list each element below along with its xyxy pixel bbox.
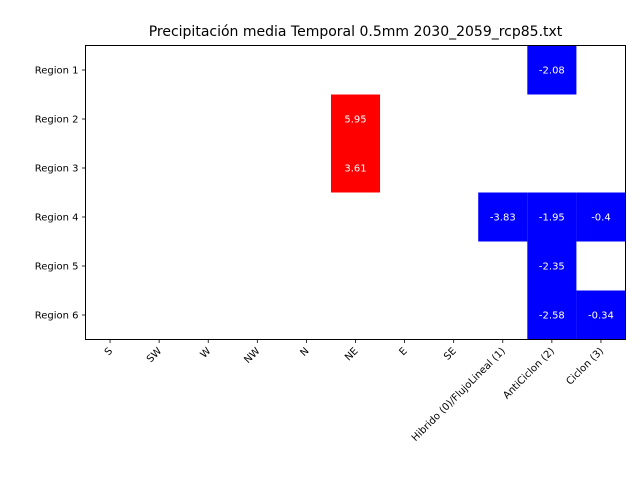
x-tick-label: SE (442, 346, 459, 363)
x-tick-label: NW (242, 346, 262, 366)
heatmap-cells (330, 45, 626, 340)
cell-value-label: -2.35 (539, 262, 565, 273)
x-tick-label: E (397, 346, 409, 358)
heatmap-cell (527, 241, 577, 291)
chart-title: Precipitación media Temporal 0.5mm 2030_… (149, 24, 563, 40)
y-tick-label: Region 3 (35, 164, 79, 175)
heatmap-cell (527, 45, 577, 95)
heatmap-cell (330, 94, 381, 144)
y-tick-label: Region 4 (35, 213, 79, 224)
y-tick-label: Region 6 (35, 311, 79, 322)
x-tick-label: S (103, 346, 115, 358)
heatmap-cell (478, 192, 528, 242)
heatmap-cell-labels: -2.08 5.95 3.61 -3.83 -1.95 -0.4 -2.35 -2.58 -0.… (344, 66, 614, 322)
x-tick-label: Ciclon (3) (564, 346, 606, 388)
y-tick-label: Region 5 (35, 262, 79, 273)
cell-value-label: -2.08 (539, 66, 565, 77)
x-tick-label: Hibrido (0)/FlujoLineal (1) (410, 346, 508, 444)
cell-value-label: -3.83 (490, 213, 516, 224)
heatmap-cell (576, 192, 626, 242)
x-tick-label: W (199, 346, 214, 361)
cell-value-label: -2.58 (539, 311, 565, 322)
y-tick-label: Region 1 (35, 66, 79, 77)
cell-value-label: 3.61 (344, 164, 366, 175)
y-tick-label: Region 2 (35, 115, 79, 126)
x-tick-label: SW (145, 346, 164, 365)
x-tick-label: AntiCiclon (2) (501, 346, 557, 402)
cell-value-label: 5.95 (344, 115, 366, 126)
heatmap-cell (527, 290, 577, 340)
cell-value-label: -1.95 (539, 213, 565, 224)
cell-value-label: -0.4 (591, 213, 611, 224)
heatmap-cell (527, 192, 577, 242)
heatmap-cell (330, 143, 381, 193)
y-axis-ticks: Region 1 Region 2 Region 3 Region 4 Region 5… (35, 66, 86, 322)
cell-value-label: -0.34 (588, 311, 614, 322)
x-tick-label: NE (343, 346, 361, 364)
heatmap-cell (576, 290, 626, 340)
x-tick-label: N (298, 346, 311, 359)
